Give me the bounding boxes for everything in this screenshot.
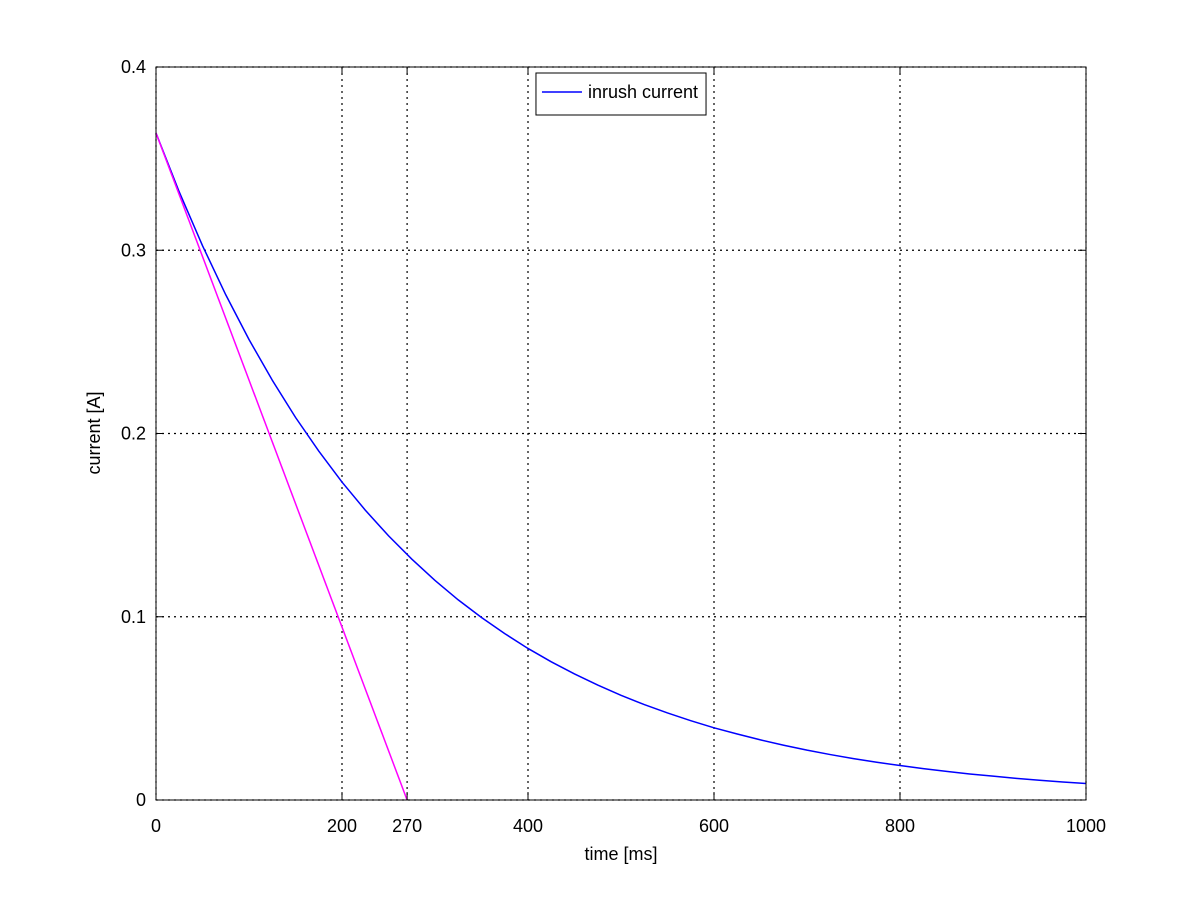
line-series [155,132,1087,785]
x-tick-label: 270 [392,816,422,836]
x-tick-label: 800 [885,816,915,836]
y-tick-label: 0.2 [121,424,146,444]
x-tick-label: 0 [151,816,161,836]
line-series [155,132,408,801]
y-tick-label: 0.4 [121,57,146,77]
y-tick-label: 0.1 [121,607,146,627]
x-tick-label: 400 [513,816,543,836]
legend: inrush current [535,72,707,116]
x-tick-label: 1000 [1066,816,1106,836]
plot-area [155,132,1087,801]
x-axis-label: time [ms] [584,844,657,864]
legend-box [535,72,707,116]
y-tick-label: 0.3 [121,240,146,260]
y-axis-label: current [A] [84,391,104,474]
legend-label: inrush current [588,82,698,102]
y-tick-label: 0 [136,790,146,810]
x-tick-label: 200 [327,816,357,836]
x-tick-label: 600 [699,816,729,836]
